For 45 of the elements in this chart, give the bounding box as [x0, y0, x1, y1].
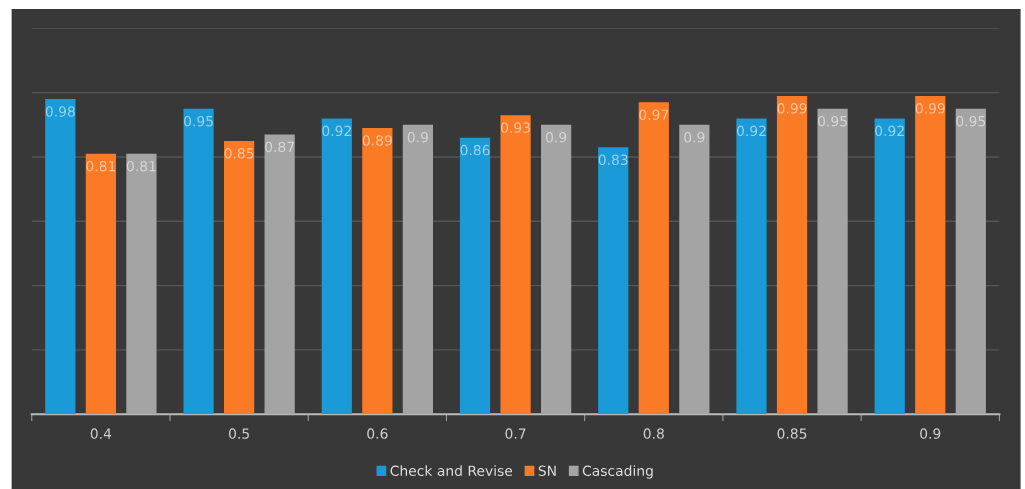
x-tick-label: 0.5	[228, 428, 249, 439]
bar	[915, 95, 946, 415]
bar	[45, 99, 76, 415]
bar	[362, 128, 393, 415]
bar	[224, 140, 255, 415]
x-tick-label: 0.85	[777, 428, 807, 439]
data-label: 0.99	[915, 103, 945, 114]
data-label: 0.93	[501, 122, 530, 133]
x-tick-label: 0.9	[920, 428, 941, 439]
bar	[638, 102, 669, 415]
data-label: 0.92	[875, 125, 904, 137]
bar	[321, 118, 352, 415]
legend-label: Check and Revise	[390, 465, 513, 477]
data-label: 0.85	[224, 148, 254, 159]
bar	[955, 108, 986, 415]
bar	[264, 134, 295, 415]
x-tick-label: 0.8	[643, 428, 664, 439]
bar	[183, 108, 214, 415]
data-label: 0.92	[322, 125, 351, 137]
bar	[459, 137, 491, 415]
bar	[126, 153, 157, 415]
data-label: 0.95	[184, 115, 213, 127]
bar	[598, 147, 629, 415]
data-label: 0.86	[460, 144, 490, 156]
bar	[679, 124, 710, 415]
bar	[541, 124, 572, 415]
bar	[85, 153, 116, 415]
data-label: 0.98	[45, 106, 75, 117]
legend-label: Cascading	[582, 465, 653, 479]
data-label: 0.83	[598, 154, 628, 166]
bar	[500, 115, 531, 415]
bar	[776, 95, 808, 415]
bar	[817, 108, 848, 415]
data-label: 0.92	[736, 125, 766, 137]
x-tick-label: 0.4	[90, 428, 112, 439]
x-tick-label: 0.6	[367, 428, 388, 439]
data-label: 0.99	[777, 103, 807, 114]
data-label: 0.81	[86, 160, 116, 172]
bar	[402, 124, 434, 415]
legend-label: SN	[538, 465, 556, 477]
bar	[874, 118, 905, 415]
data-label: 0.97	[639, 109, 669, 121]
x-tick-label: 0.7	[505, 428, 526, 439]
bar	[736, 118, 767, 415]
data-label: 0.89	[362, 135, 392, 146]
